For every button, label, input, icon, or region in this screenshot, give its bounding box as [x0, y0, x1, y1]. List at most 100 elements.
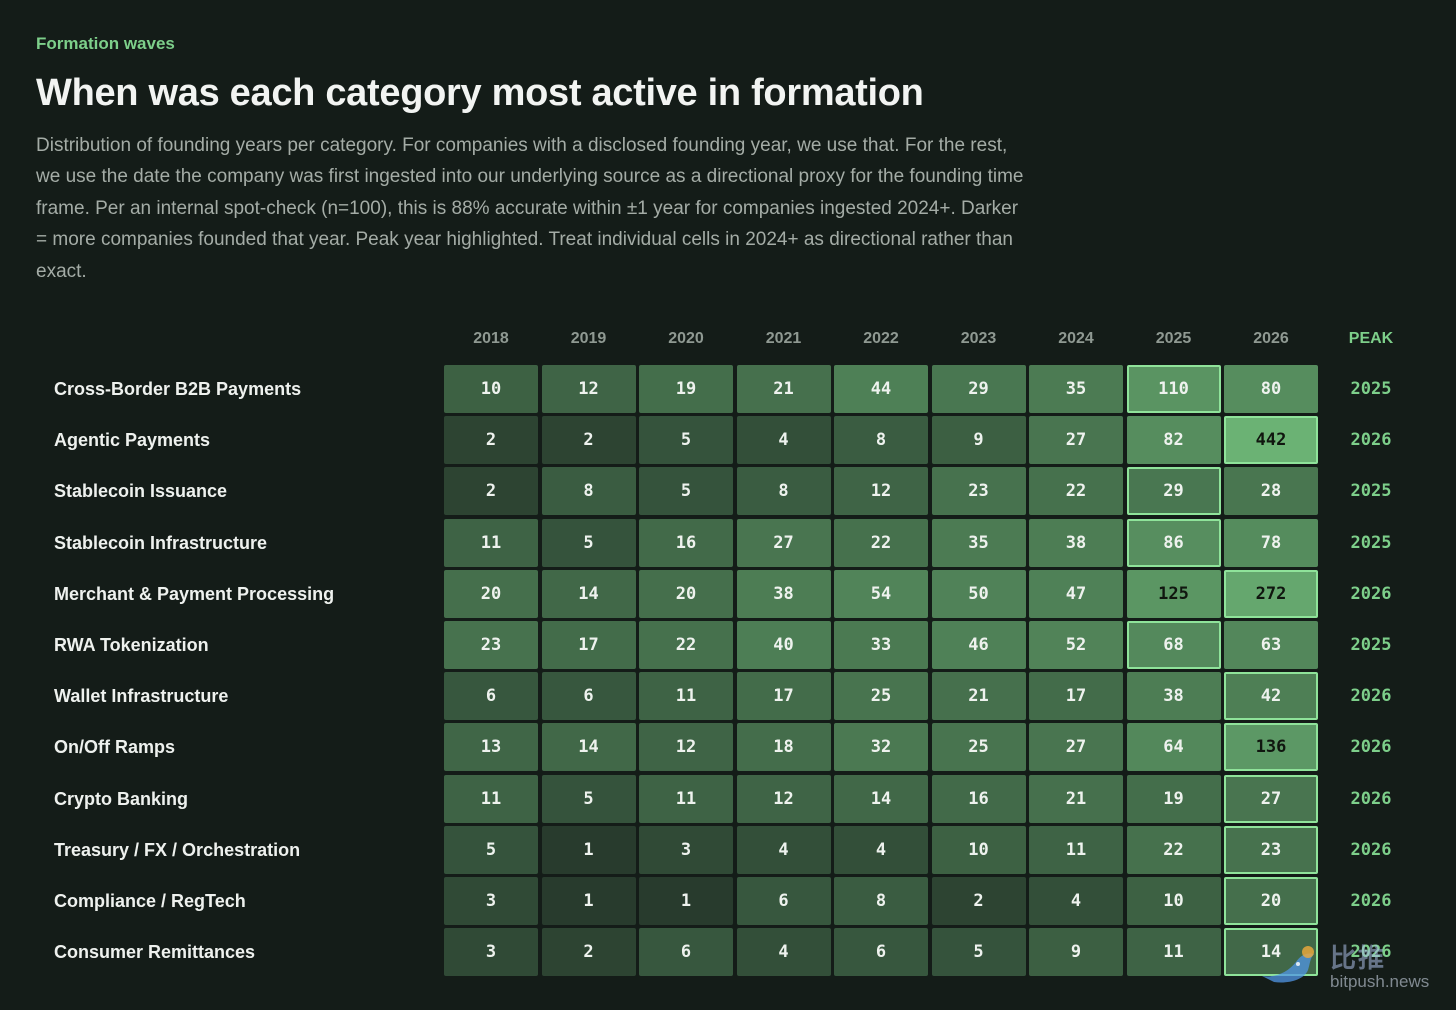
heatmap-cell: 12: [834, 467, 928, 516]
heatmap-cell: 6: [736, 877, 831, 925]
row-label: Compliance / RegTech: [54, 891, 246, 911]
heatmap-cell: 47: [1029, 569, 1123, 618]
heatmap-cell: 25: [931, 723, 1026, 772]
heatmap-cell: 2: [931, 877, 1026, 925]
heatmap-cell: 16: [639, 518, 733, 567]
heatmap-cell: 5: [541, 518, 636, 567]
heatmap-cell: 29: [1126, 467, 1221, 516]
heatmap-cell: 23: [931, 467, 1026, 516]
heatmap-cell: 2: [444, 416, 538, 465]
heatmap-cell: 21: [1029, 774, 1123, 823]
heatmap-cell: 50: [931, 569, 1026, 618]
heatmap-cell: 5: [639, 467, 733, 516]
heatmap-cell: 22: [834, 518, 928, 567]
row-label: Cross-Border B2B Payments: [54, 379, 302, 399]
heatmap-cell: 11: [1029, 825, 1123, 874]
peak-year: 2026: [1350, 737, 1392, 758]
row-label: Merchant & Payment Processing: [54, 583, 335, 604]
heatmap-cell: 6: [444, 672, 538, 721]
heatmap-cell: 46: [931, 621, 1026, 669]
heatmap-cell: 78: [1224, 518, 1318, 567]
heatmap-cell: 80: [1224, 365, 1318, 413]
heatmap-cell: 10: [931, 825, 1026, 874]
heatmap-cell: 11: [444, 774, 538, 823]
column-header-2023: 2023: [960, 330, 997, 347]
heatmap-cell: 8: [834, 877, 928, 925]
heatmap-cell: 27: [1224, 774, 1318, 823]
peak-year: 2026: [1350, 686, 1392, 707]
heatmap-cell: 9: [1029, 928, 1123, 977]
peak-year: 2026: [1350, 583, 1392, 604]
heatmap-cell: 13: [444, 723, 538, 772]
row-label: Treasury / FX / Orchestration: [54, 839, 301, 860]
peak-year: 2026: [1350, 788, 1392, 809]
heatmap-cell: 125: [1126, 569, 1221, 618]
peak-year: 2025: [1350, 379, 1392, 399]
heatmap-cell: 63: [1224, 621, 1318, 669]
heatmap-cell: 44: [834, 365, 928, 413]
heatmap-cell: 4: [736, 825, 831, 874]
heatmap-cell: 8: [541, 467, 636, 516]
heatmap-cell: 38: [1126, 672, 1221, 721]
row-label: Crypto Banking: [54, 788, 189, 809]
heatmap-cell: 272: [1224, 569, 1318, 618]
heatmap-cell: 1: [541, 877, 636, 925]
heatmap-cell: 19: [1126, 774, 1221, 823]
heatmap-cell: 22: [1126, 825, 1221, 874]
heatmap-cell: 5: [931, 928, 1026, 977]
heatmap-cell: 29: [931, 365, 1026, 413]
column-header-peak: PEAK: [1348, 330, 1394, 347]
heatmap-cell: 17: [1029, 672, 1123, 721]
column-header-2018: 2018: [473, 330, 509, 347]
heatmap-cell: 14: [541, 569, 636, 618]
row-label: RWA Tokenization: [54, 635, 209, 655]
column-header-2021: 2021: [765, 330, 802, 347]
heatmap-cell: 25: [834, 672, 928, 721]
watermark-brand: 比推: [1330, 943, 1387, 973]
heatmap-cell: 8: [736, 467, 831, 516]
heatmap-cell: 8: [834, 416, 928, 465]
heatmap-cell: 16: [931, 774, 1026, 823]
heatmap-cell: 6: [834, 928, 928, 977]
kicker: Formation waves: [36, 34, 175, 53]
heatmap-cell: 19: [639, 365, 733, 413]
heatmap-cell: 4: [1029, 877, 1123, 925]
row-label: Agentic Payments: [54, 430, 211, 451]
heatmap-cell: 21: [736, 365, 831, 413]
heatmap-cell: 11: [1126, 928, 1221, 977]
heatmap-cell: 5: [541, 774, 636, 823]
column-header-2024: 2024: [1058, 330, 1094, 347]
heatmap-cell: 136: [1224, 723, 1318, 772]
bird-logo-icon: [1262, 946, 1314, 983]
heatmap-cell: 28: [1224, 467, 1318, 516]
heatmap-cell: 64: [1126, 723, 1221, 772]
peak-year: 2026: [1350, 839, 1392, 860]
heatmap-cell: 2: [541, 928, 636, 977]
heatmap-cell: 3: [444, 928, 538, 977]
heatmap-cell: 11: [444, 518, 538, 567]
heatmap-cell: 1: [541, 825, 636, 874]
heatmap-cell: 442: [1224, 416, 1318, 465]
heatmap-cell: 38: [1029, 518, 1123, 567]
heatmap-cell: 54: [834, 569, 928, 618]
row-label: Wallet Infrastructure: [54, 686, 229, 707]
watermark-site: bitpush.news: [1330, 972, 1430, 991]
heatmap-cell: 6: [541, 672, 636, 721]
heatmap-cell: 86: [1126, 518, 1221, 567]
heatmap-cell: 6: [639, 928, 733, 977]
peak-year: 2025: [1350, 481, 1392, 502]
heatmap-cell: 20: [639, 569, 733, 618]
heatmap-cell: 40: [736, 621, 831, 669]
heatmap-cell: 23: [1224, 825, 1318, 874]
peak-year: 2025: [1350, 532, 1392, 553]
heatmap-cell: 12: [639, 723, 733, 772]
column-header-2020: 2020: [668, 330, 704, 347]
heatmap-cell: 2: [444, 467, 538, 516]
heatmap-cell: 12: [736, 774, 831, 823]
heatmap-cell: 22: [1029, 467, 1123, 516]
column-header-2026: 2026: [1253, 330, 1289, 347]
heatmap-cell: 9: [931, 416, 1026, 465]
heatmap-cell: 22: [639, 621, 733, 669]
row-label: Stablecoin Issuance: [54, 481, 228, 502]
heatmap-cell: 10: [1126, 877, 1221, 925]
